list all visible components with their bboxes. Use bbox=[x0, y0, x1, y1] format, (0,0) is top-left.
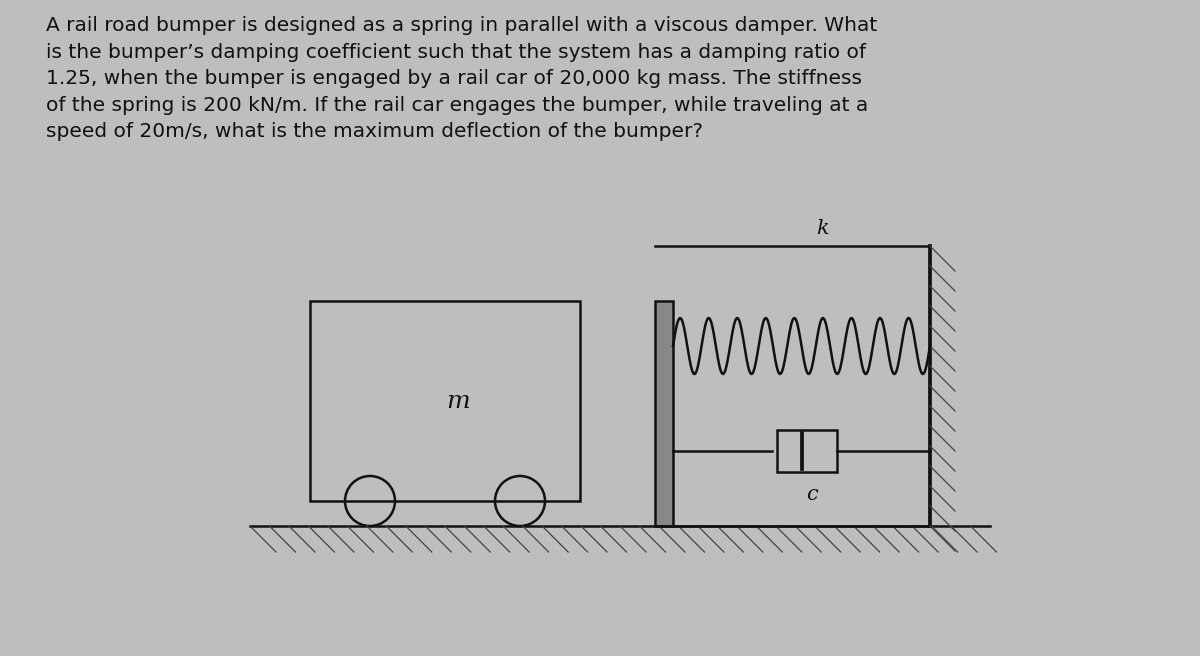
Text: c: c bbox=[805, 485, 817, 504]
Text: m: m bbox=[446, 390, 470, 413]
Text: A rail road bumper is designed as a spring in parallel with a viscous damper. Wh: A rail road bumper is designed as a spri… bbox=[46, 16, 877, 142]
Bar bbox=[776, 430, 836, 472]
Bar bbox=[310, 301, 580, 501]
Text: k: k bbox=[816, 219, 829, 238]
Bar bbox=[655, 301, 673, 526]
